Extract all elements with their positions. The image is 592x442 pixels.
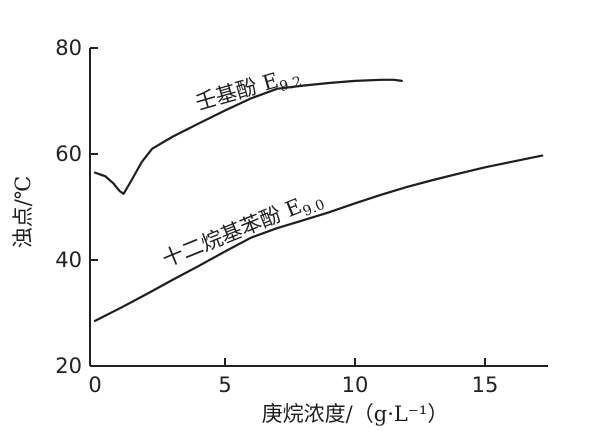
x-tick-label: 0 (88, 373, 101, 397)
x-tick-label: 10 (342, 373, 369, 397)
y-tick-label: 20 (55, 354, 82, 378)
y-tick-label: 60 (55, 142, 82, 166)
series-line-dodecylphenol (93, 154, 544, 322)
x-axis-title: 庚烷浓度/（g·L⁻¹） (262, 402, 449, 426)
series-label-dodecylphenol: 十二烷基苯酚 E9.0 (159, 186, 327, 276)
y-tick-label: 40 (55, 248, 82, 272)
series-line-nonylphenol (93, 78, 403, 195)
ticks: 20 40 60 80 0 5 10 15 (55, 36, 498, 397)
series-label-nonylphenol: 壬基酚 E9.2 (193, 62, 304, 118)
series-label-nonylphenol-sub: 9.2 (278, 74, 304, 96)
y-tick-label: 80 (55, 36, 82, 60)
y-axis-title: 浊点/℃ (11, 176, 35, 249)
series-label-nonylphenol-base: 壬基酚 E (193, 68, 281, 115)
series-label-dodecylphenol-sub: 9.0 (301, 197, 328, 220)
axes (89, 48, 548, 367)
x-tick-label: 15 (472, 373, 499, 397)
series-label-dodecylphenol-base: 十二烷基苯酚 E (159, 194, 305, 272)
x-tick-label: 5 (218, 373, 231, 397)
series-layer (93, 78, 544, 322)
